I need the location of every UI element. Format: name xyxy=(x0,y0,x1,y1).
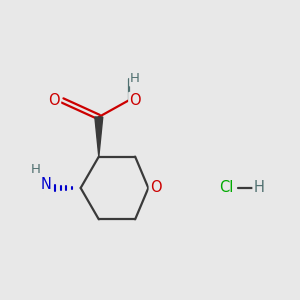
Text: Cl: Cl xyxy=(219,181,233,196)
Text: H: H xyxy=(130,73,140,85)
Text: H: H xyxy=(31,163,41,176)
Polygon shape xyxy=(95,117,103,157)
Text: N: N xyxy=(40,177,51,192)
Text: O: O xyxy=(48,93,60,108)
Text: O: O xyxy=(129,93,141,108)
Text: H: H xyxy=(254,181,264,196)
Text: O: O xyxy=(150,181,161,196)
